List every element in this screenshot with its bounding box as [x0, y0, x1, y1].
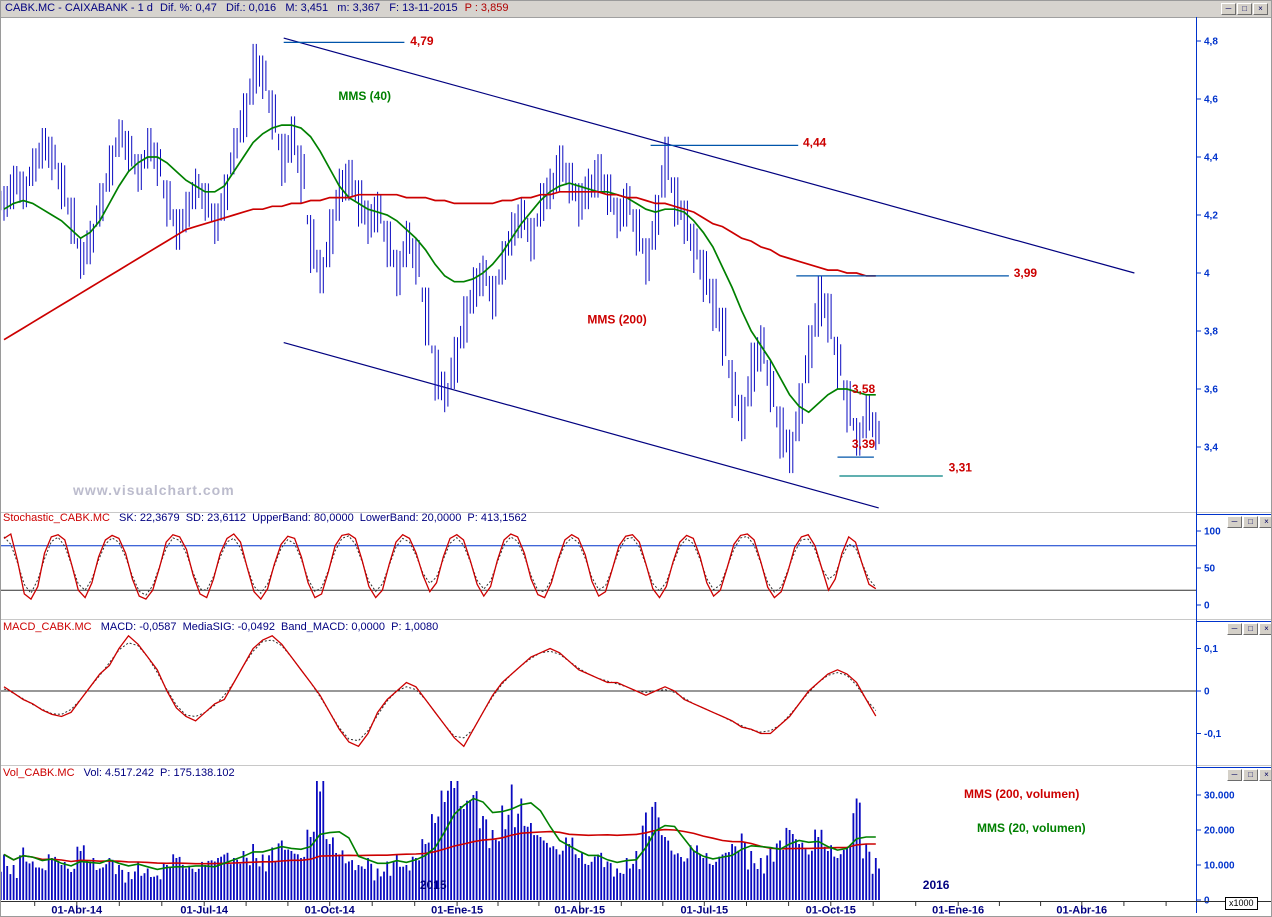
macd-indicator-values: MACD: -0,0587 MediaSIG: -0,0492 Band_MAC…	[100, 621, 439, 633]
minimize-icon[interactable]: ─	[1227, 516, 1242, 528]
macd-panel	[1, 634, 1196, 748]
scale-tick-label: 3,6	[1204, 385, 1218, 396]
price-scale: 4,8 4,6 4,4 4,2 4 3,8 3,6 3,4	[1197, 37, 1218, 454]
close-icon[interactable]: ×	[1259, 623, 1271, 635]
stochastic-panel-controls: ─ □ ×	[1227, 516, 1271, 528]
scale-tick-label: 20.000	[1204, 826, 1235, 837]
volume-indicator-values: Vol: 4.517.242 P: 175.138.102	[83, 767, 235, 779]
ma-series-label: MMS (200)	[587, 312, 646, 326]
close-icon[interactable]: ×	[1259, 516, 1271, 528]
price-level-label: 3,39	[852, 437, 876, 451]
volume-ma20-legend: MMS (20, volumen)	[977, 821, 1086, 835]
stochastic-indicator-name: Stochastic_CABK.MC	[3, 512, 110, 524]
trendlines	[283, 37, 1135, 509]
volume-indicator-name: Vol_CABK.MC	[3, 767, 75, 779]
ma-series-label: MMS (40)	[338, 89, 391, 103]
price-level-label: 4,79	[410, 34, 434, 48]
volume-panel-controls: ─ □ ×	[1227, 769, 1271, 781]
scale-tick-label: 4,8	[1204, 37, 1218, 48]
scale-tick-label: 4	[1204, 269, 1210, 280]
price-level-label: 4,44	[803, 136, 827, 150]
stochastic-indicator-values: SK: 22,3679 SD: 23,6112 UpperBand: 80,00…	[119, 512, 527, 524]
price-level-label: 3,99	[1014, 266, 1038, 280]
month-axis-label: 01-Oct-15	[806, 905, 856, 917]
price-bars	[1, 43, 880, 474]
scale-tick-label: 3,8	[1204, 327, 1218, 338]
minimize-icon[interactable]: ─	[1221, 3, 1236, 15]
window-controls: ─ □ ×	[1221, 3, 1268, 15]
restore-icon[interactable]: □	[1237, 3, 1252, 15]
panel-frame	[1, 17, 1271, 913]
volume-ma200-legend: MMS (200, volumen)	[964, 787, 1080, 801]
scale-tick-label: 100	[1204, 527, 1221, 538]
macd-scale: 0,1 0 -0,1	[1197, 644, 1222, 740]
title-last-price: P : 3,859	[464, 2, 509, 14]
scale-tick-label: 10.000	[1204, 861, 1235, 872]
scale-tick-label: 4,4	[1204, 153, 1218, 164]
year-axis-label: 2016	[923, 878, 950, 892]
scale-tick-label: 0	[1204, 601, 1210, 612]
stochastic-panel-header: Stochastic_CABK.MC SK: 22,3679 SD: 23,61…	[3, 512, 527, 524]
month-axis-label: 01-Ene-15	[431, 905, 483, 917]
volume-panel-header: Vol_CABK.MC Vol: 4.517.242 P: 175.138.10…	[3, 767, 235, 779]
stochastic-panel	[1, 532, 1196, 601]
title-symbol: CABK.MC - CAIXABANK - 1 d	[5, 2, 153, 14]
macd-panel-header: MACD_CABK.MC MACD: -0,0587 MediaSIG: -0,…	[3, 621, 438, 633]
restore-icon[interactable]: □	[1243, 769, 1258, 781]
month-axis-label: 01-Jul-14	[180, 905, 229, 917]
scale-tick-label: 30.000	[1204, 791, 1235, 802]
month-axis-label: 01-Ene-16	[932, 905, 984, 917]
price-level-label: 3,58	[852, 382, 876, 396]
scale-tick-label: 0	[1204, 687, 1210, 698]
month-axis-label: 01-Oct-14	[305, 905, 356, 917]
scale-tick-label: -0,1	[1204, 729, 1222, 740]
month-axis-label: 01-Abr-15	[554, 905, 605, 917]
month-axis-label: 01-Abr-14	[51, 905, 103, 917]
volume-scale-unit: x1000	[1225, 897, 1258, 910]
title-quote-fields: Dif. %: 0,47 Dif.: 0,016 M: 3,451 m: 3,3…	[160, 2, 458, 14]
price-annotations: 4,79 4,44 3,99 3,58 3,39 3,31 MMS (40) MMS (200…	[283, 34, 1038, 477]
stochastic-scale: 100 50 0	[1197, 527, 1221, 612]
minimize-icon[interactable]: ─	[1227, 623, 1242, 635]
minimize-icon[interactable]: ─	[1227, 769, 1242, 781]
volume-mas	[3, 797, 876, 871]
price-level-label: 3,31	[949, 460, 973, 474]
title-bar: CABK.MC - CAIXABANK - 1 d Dif. %: 0,47 D…	[1, 1, 1271, 18]
moving-averages	[3, 124, 876, 414]
scale-tick-label: 4,2	[1204, 211, 1218, 222]
scale-tick-label: 0,1	[1204, 644, 1218, 655]
month-axis-label: 01-Abr-16	[1056, 905, 1107, 917]
scale-tick-label: 50	[1204, 564, 1216, 575]
restore-icon[interactable]: □	[1243, 623, 1258, 635]
volume-bars	[1, 781, 880, 900]
time-axis: 01-Abr-14 01-Jul-14 01-Oct-14 01-Ene-15 01-A…	[1, 878, 1271, 917]
restore-icon[interactable]: □	[1243, 516, 1258, 528]
close-icon[interactable]: ×	[1253, 3, 1268, 15]
year-axis-label: 2015	[420, 878, 447, 892]
month-axis-label: 01-Jul-15	[680, 905, 728, 917]
scale-tick-label: 3,4	[1204, 443, 1218, 454]
watermark: www.visualchart.com	[73, 482, 235, 498]
macd-indicator-name: MACD_CABK.MC	[3, 621, 92, 633]
macd-panel-controls: ─ □ ×	[1227, 623, 1271, 635]
scale-tick-label: 4,6	[1204, 95, 1218, 106]
close-icon[interactable]: ×	[1259, 769, 1271, 781]
